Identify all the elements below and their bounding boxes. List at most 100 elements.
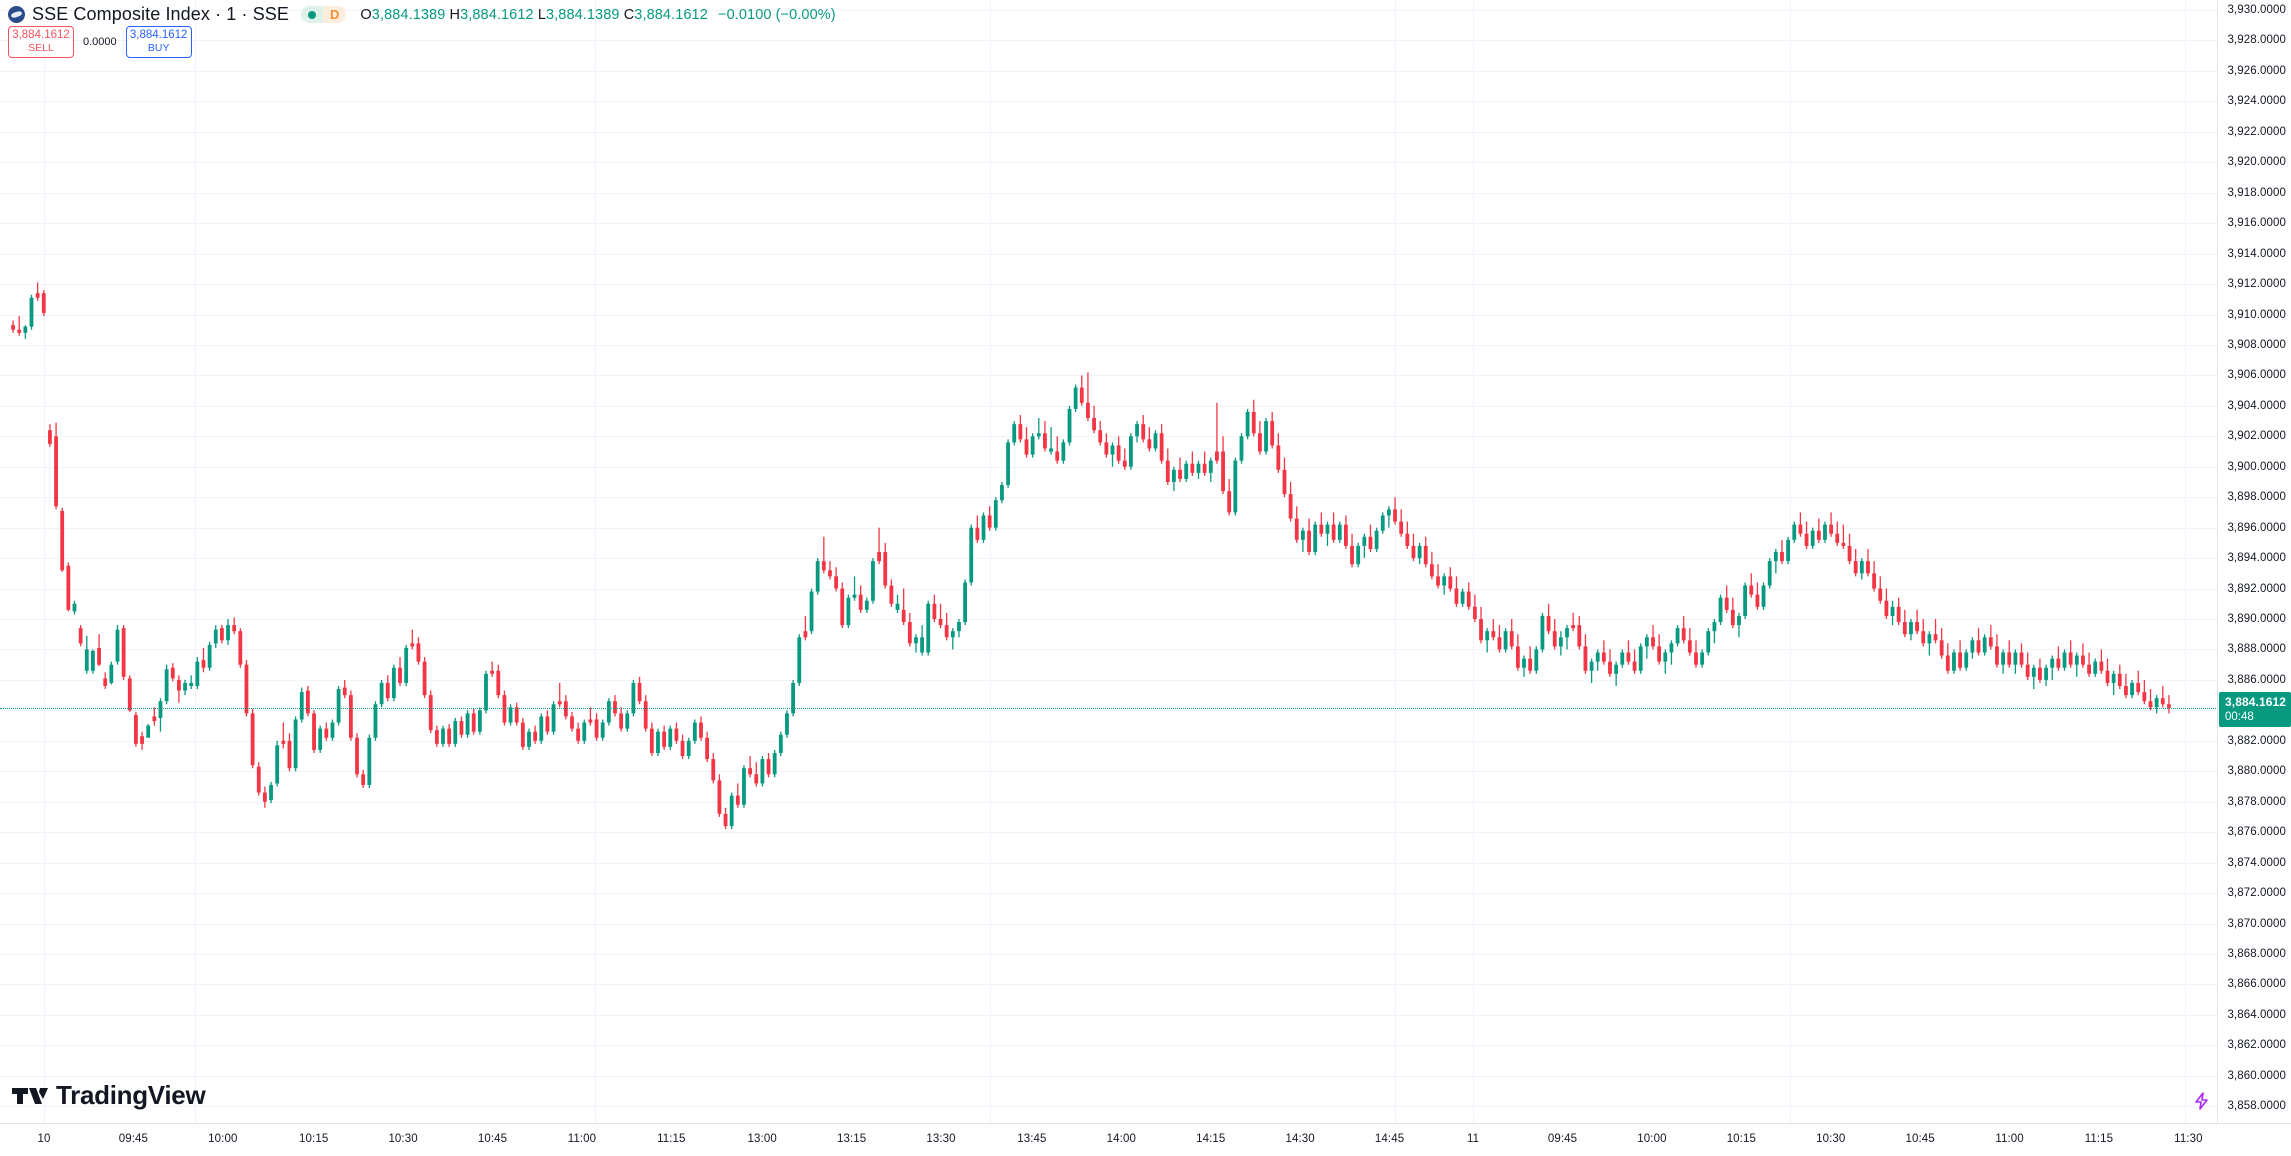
candle-body [1847,545,1852,562]
candle-body [1540,615,1545,650]
candle-body [17,329,22,333]
candle-body [29,297,34,327]
trade-panel: 3,884.1612 SELL 0.0000 3,884.1612 BUY [8,26,192,59]
gridline-vertical [1790,0,1791,1124]
candle-body [416,643,421,662]
candle-body [1872,573,1877,589]
candle-body [1479,619,1483,641]
candle-body [2099,661,2104,671]
candle-body [275,745,280,784]
candle-body [1172,469,1176,482]
candle-body [1761,585,1766,607]
candle-body [1098,430,1103,443]
price-axis[interactable]: 3,930.0000 3,928.0000 3,926.0000 3,924.0000… [2217,0,2291,1124]
candle-body [938,619,943,626]
candle-body [606,701,611,723]
candle-body [969,527,974,583]
candle-body [514,707,519,723]
candle-body [1724,597,1729,610]
gridline-horizontal [0,436,2218,437]
time-tick: 10:15 [299,1133,329,1145]
gridline-vertical [1395,0,1396,1124]
candle-body [189,682,194,686]
candle-body [674,728,679,741]
session-badge[interactable]: D [323,6,347,23]
time-axis[interactable]: 10 09:45 10:00 10:15 10:30 10:45 11:00 11:15 13:… [0,1123,2291,1156]
candle-body [1669,643,1674,653]
gridline-horizontal [0,924,2218,925]
candle-body [213,629,218,644]
candle-body [1884,600,1889,616]
gridline-horizontal [0,315,2218,316]
candle-body [889,585,894,604]
price-tick: 3,900.0000 [2227,460,2286,473]
candle-body [1687,640,1692,653]
candle-body [520,722,525,747]
gridline-horizontal [0,10,2218,11]
time-tick: 10:30 [1816,1133,1846,1145]
candle-body [1227,491,1232,513]
candle-body [1399,521,1404,534]
high-value: 3,884.1612 [460,6,534,23]
time-tick: 10 [37,1133,51,1145]
candle-body [735,795,740,805]
price-tick: 3,920.0000 [2227,156,2286,169]
session-badges: D [301,6,347,23]
candle-body [2093,661,2098,674]
candle-body [625,713,630,729]
candle-body [1626,652,1631,662]
candle-body [1221,451,1225,492]
gridline-horizontal [0,619,2218,620]
candle-body [1976,640,1981,653]
chart-canvas[interactable] [0,0,2218,1124]
candle-body [570,716,574,729]
candle-body [361,774,366,785]
candle-body [1454,588,1459,604]
price-tick: 3,924.0000 [2227,95,2286,108]
candle-body [1313,524,1318,553]
gridline-horizontal [0,741,2218,742]
candle-body [772,752,777,775]
candle-body [1952,652,1956,671]
candle-body [256,766,261,793]
symbol-title[interactable]: SSE Composite Index · 1 · SSE [32,4,290,24]
candle-body [692,722,697,741]
gridline-horizontal [0,162,2218,163]
candle-body [1786,539,1791,562]
candle-body [484,673,488,711]
current-price-badge[interactable]: 3,884.1612 00:48 [2219,691,2291,728]
chart-legend: SSE Composite Index · 1 · SSE D O3,884.1… [8,4,836,25]
sell-button[interactable]: 3,884.1612 SELL [8,26,74,59]
candle-body [2013,652,2018,665]
bolt-icon[interactable] [2191,1090,2213,1112]
candle-body [649,728,654,753]
candle-body [1141,424,1146,440]
candle-body [1737,615,1741,626]
gridline-horizontal [0,802,2218,803]
price-tick: 3,866.0000 [2227,978,2286,991]
candle-body [2087,664,2091,674]
candle-body [1933,634,1938,641]
price-tick: 3,870.0000 [2227,917,2286,930]
candle-body [422,661,427,696]
candlestick-series [11,282,2171,830]
candle-body [379,682,384,705]
price-tick: 3,910.0000 [2227,308,2286,321]
price-tick: 3,916.0000 [2227,217,2286,230]
candle-body [588,719,593,723]
market-open-dot[interactable] [301,6,324,23]
candle-body [385,682,390,699]
candle-body [1823,524,1827,540]
candle-body [2160,698,2165,705]
candle-body [1497,637,1502,650]
candle-body [705,737,710,760]
candle-body [1319,524,1324,534]
candle-body [1073,387,1078,409]
time-tick: 14:30 [1285,1133,1315,1145]
candle-body [1509,631,1514,647]
price-tick: 3,864.0000 [2227,1008,2286,1021]
candle-body [539,716,544,741]
time-tick: 11:00 [567,1133,597,1145]
buy-button[interactable]: 3,884.1612 BUY [125,26,192,59]
candle-body [1902,622,1907,635]
